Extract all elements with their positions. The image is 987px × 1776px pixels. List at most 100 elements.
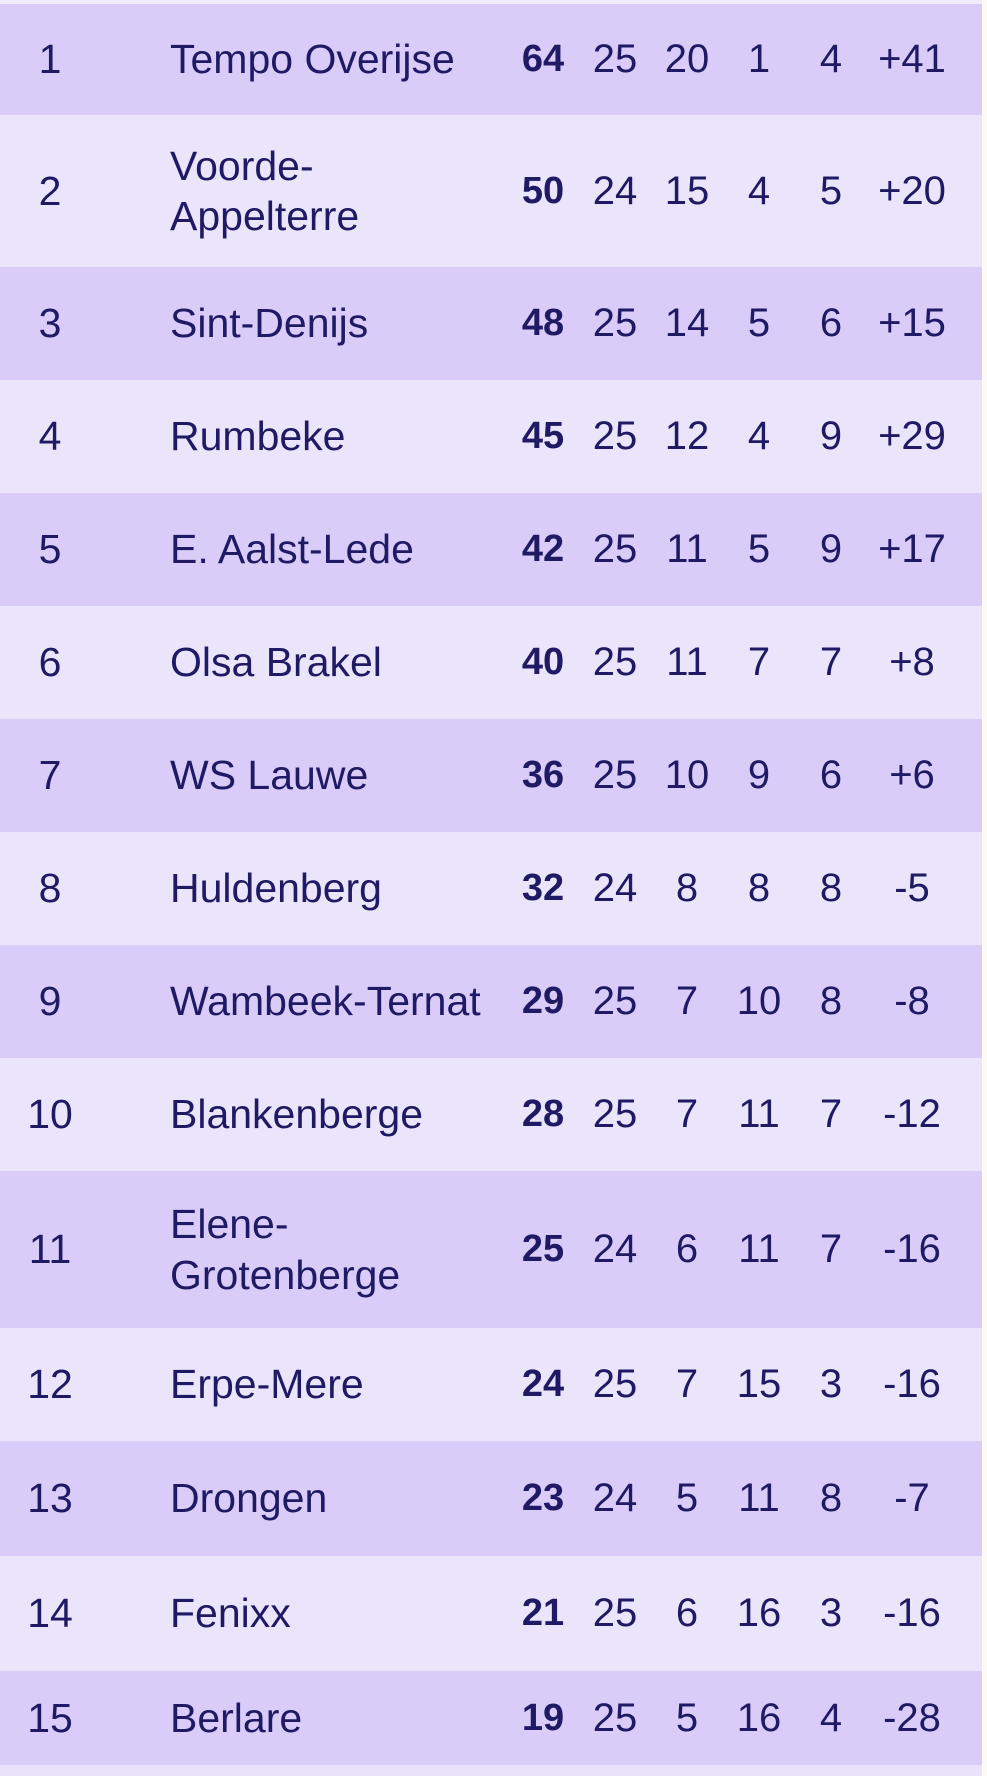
points-cell: 29 xyxy=(521,980,565,1022)
played-cell: 24 xyxy=(592,1476,638,1520)
team-name: Voorde-Appelterre xyxy=(170,142,360,239)
goal-diff-cell: -28 xyxy=(883,1695,941,1740)
won-cell: 11 xyxy=(666,640,708,684)
goal-diff-cell: +6 xyxy=(889,753,935,797)
rank-cell: 7 xyxy=(38,752,62,798)
table-row[interactable]: 4 Rumbeke 45 25 12 4 9 +29 xyxy=(0,380,982,493)
table-row[interactable]: 7 WS Lauwe 36 25 10 9 6 +6 xyxy=(0,719,982,832)
won-cell: 8 xyxy=(675,866,699,910)
points-cell: 32 xyxy=(521,867,565,909)
table-row[interactable]: 3 Sint-Denijs 48 25 14 5 6 +15 xyxy=(0,267,982,380)
team-name: Rumbeke xyxy=(170,413,346,460)
team-name: Blankenberge xyxy=(170,1091,424,1138)
lost-cell: 11 xyxy=(738,1476,780,1520)
lost-cell: 15 xyxy=(736,1362,782,1406)
table-row[interactable]: 11 Elene-Grotenberge 25 24 6 11 7 -16 xyxy=(0,1171,982,1328)
points-cell: 23 xyxy=(521,1477,565,1519)
table-row[interactable]: 1 Tempo Overijse 64 25 20 1 4 +41 xyxy=(0,4,982,115)
drawn-cell: 3 xyxy=(819,1362,843,1406)
played-cell: 24 xyxy=(592,1227,638,1271)
table-row[interactable]: 10 Blankenberge 28 25 7 11 7 -12 xyxy=(0,1058,982,1171)
played-cell: 25 xyxy=(592,753,638,797)
lost-cell: 8 xyxy=(747,866,771,910)
drawn-cell: 7 xyxy=(819,640,843,684)
goal-diff-cell: -5 xyxy=(894,866,930,910)
team-name: WS Lauwe xyxy=(170,752,369,799)
goal-diff-cell: -16 xyxy=(883,1362,941,1406)
drawn-cell: 9 xyxy=(819,527,843,571)
drawn-cell: 8 xyxy=(819,979,843,1023)
goal-diff-cell: +8 xyxy=(889,640,935,684)
team-name: Olsa Brakel xyxy=(170,639,382,686)
table-row[interactable]: 14 Fenixx 21 25 6 16 3 -16 xyxy=(0,1556,982,1671)
lost-cell: 16 xyxy=(736,1695,782,1740)
goal-diff-cell: +20 xyxy=(878,168,946,213)
won-cell: 7 xyxy=(675,979,699,1023)
won-cell: 7 xyxy=(675,1092,699,1136)
goal-diff-cell: -8 xyxy=(894,979,930,1023)
lost-cell: 4 xyxy=(747,168,771,213)
table-row[interactable]: 5 E. Aalst-Lede 42 25 11 5 9 +17 xyxy=(0,493,982,606)
lost-cell: 5 xyxy=(747,301,771,345)
goal-diff-cell: -16 xyxy=(883,1591,941,1635)
played-cell: 25 xyxy=(592,414,638,458)
drawn-cell: 8 xyxy=(819,1476,843,1520)
table-row[interactable]: 12 Erpe-Mere 24 25 7 15 3 -16 xyxy=(0,1328,982,1441)
goal-diff-cell: -7 xyxy=(894,1476,930,1520)
points-cell: 64 xyxy=(521,38,565,80)
lost-cell: 11 xyxy=(738,1227,780,1271)
table-row[interactable]: 6 Olsa Brakel 40 25 11 7 7 +8 xyxy=(0,606,982,719)
drawn-cell: 8 xyxy=(819,866,843,910)
rank-cell: 10 xyxy=(27,1091,73,1137)
lost-cell: 7 xyxy=(747,640,771,684)
played-cell: 25 xyxy=(592,527,638,571)
drawn-cell: 5 xyxy=(819,168,843,213)
points-cell: 40 xyxy=(521,641,565,683)
points-cell: 25 xyxy=(521,1228,565,1270)
points-cell: 36 xyxy=(521,754,565,796)
rank-cell: 13 xyxy=(27,1475,73,1521)
lost-cell: 16 xyxy=(736,1591,782,1635)
points-cell: 28 xyxy=(521,1093,565,1135)
rank-cell: 3 xyxy=(38,300,62,346)
drawn-cell: 3 xyxy=(819,1591,843,1635)
table-row[interactable]: 13 Drongen 23 24 5 11 8 -7 xyxy=(0,1441,982,1556)
team-name: E. Aalst-Lede xyxy=(170,526,414,573)
won-cell: 15 xyxy=(664,168,710,213)
won-cell: 5 xyxy=(675,1695,699,1740)
rank-cell: 2 xyxy=(38,167,62,214)
points-cell: 45 xyxy=(521,415,565,457)
drawn-cell: 9 xyxy=(819,414,843,458)
won-cell: 5 xyxy=(675,1476,699,1520)
rank-cell: 12 xyxy=(27,1361,73,1407)
lost-cell: 5 xyxy=(747,527,771,571)
points-cell: 48 xyxy=(521,302,565,344)
rank-cell: 6 xyxy=(38,639,62,685)
rank-cell: 5 xyxy=(38,526,62,572)
team-name: Berlare xyxy=(170,1694,303,1741)
table-row[interactable]: 2 Voorde-Appelterre 50 24 15 4 5 +20 xyxy=(0,115,982,267)
rank-cell: 15 xyxy=(27,1694,73,1741)
played-cell: 24 xyxy=(592,168,638,213)
table-row[interactable]: 8 Huldenberg 32 24 8 8 8 -5 xyxy=(0,832,982,945)
team-name: Erpe-Mere xyxy=(170,1361,364,1408)
rank-cell: 9 xyxy=(38,978,62,1024)
goal-diff-cell: -12 xyxy=(883,1092,941,1136)
goal-diff-cell: +29 xyxy=(878,414,946,458)
table-row[interactable]: 15 Berlare 19 25 5 16 4 -28 xyxy=(0,1671,982,1765)
team-name: Sint-Denijs xyxy=(170,300,369,347)
lost-cell: 11 xyxy=(738,1092,780,1136)
played-cell: 25 xyxy=(592,979,638,1023)
drawn-cell: 4 xyxy=(819,37,843,81)
played-cell: 25 xyxy=(592,1362,638,1406)
played-cell: 25 xyxy=(592,1092,638,1136)
goal-diff-cell: -16 xyxy=(883,1227,941,1271)
points-cell: 50 xyxy=(521,169,565,212)
lost-cell: 4 xyxy=(747,414,771,458)
won-cell: 11 xyxy=(666,527,708,571)
team-name: Fenixx xyxy=(170,1590,291,1637)
table-row[interactable]: 9 Wambeek-Ternat 29 25 7 10 8 -8 xyxy=(0,945,982,1058)
lost-cell: 10 xyxy=(736,979,782,1023)
rank-cell: 4 xyxy=(38,413,62,459)
team-name: Wambeek-Ternat xyxy=(170,978,481,1025)
